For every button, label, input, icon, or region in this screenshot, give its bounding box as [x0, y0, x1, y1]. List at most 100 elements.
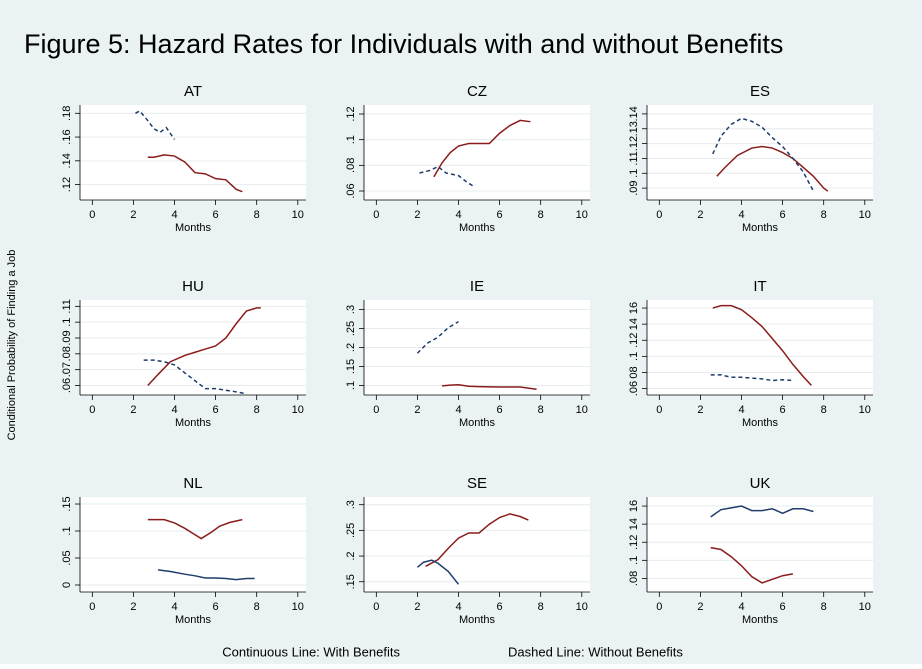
- y-tick-label: .1: [628, 556, 640, 565]
- y-tick-label: .13: [628, 121, 640, 136]
- x-tick-label: 6: [213, 209, 219, 221]
- y-tick-label: .18: [61, 106, 73, 121]
- y-tick-label: .11: [61, 299, 73, 313]
- x-tick-label: 8: [821, 601, 827, 613]
- x-tick-label: 2: [697, 601, 703, 613]
- y-tick-label: .08: [628, 571, 640, 586]
- x-axis-label: Months: [742, 417, 779, 429]
- y-tick-label: .15: [61, 496, 73, 511]
- y-tick-label: 14: [628, 518, 640, 530]
- x-tick-label: 10: [292, 601, 304, 613]
- x-tick-label: 8: [821, 404, 827, 416]
- y-tick-label: .2: [345, 551, 357, 560]
- y-tick-label: .15: [345, 359, 357, 374]
- x-tick-label: 0: [373, 209, 379, 221]
- series-line: [710, 546, 794, 584]
- x-axis-label: Months: [742, 222, 779, 234]
- series-line: [147, 154, 243, 193]
- y-tick-label: .15: [345, 574, 357, 589]
- x-tick-label: 4: [455, 601, 461, 613]
- y-tick-label: 16: [628, 302, 640, 314]
- x-tick-label: 8: [254, 209, 260, 221]
- series-line: [143, 359, 245, 395]
- series-line: [712, 304, 812, 386]
- series-line: [716, 145, 829, 192]
- plot-area: [80, 300, 306, 395]
- x-tick-label: 0: [373, 404, 379, 416]
- figure-title: Figure 5: Hazard Rates for Individuals w…: [24, 29, 783, 59]
- x-tick-label: 10: [576, 209, 588, 221]
- x-tick-label: 2: [414, 404, 420, 416]
- x-axis-label: Months: [175, 417, 212, 429]
- plot-area: [364, 497, 590, 592]
- x-axis-label: Months: [175, 222, 212, 234]
- plot-area: [364, 105, 590, 200]
- y-tick-label: .3: [345, 500, 357, 509]
- x-tick-label: 2: [130, 404, 136, 416]
- x-tick-label: 10: [292, 404, 304, 416]
- x-tick-label: 4: [171, 209, 177, 221]
- series-line: [712, 117, 815, 192]
- series-line: [147, 307, 261, 387]
- x-tick-label: 6: [213, 404, 219, 416]
- y-tick-label: .07: [61, 362, 73, 377]
- plot-area: [80, 105, 306, 200]
- y-tick-label: .16: [61, 129, 73, 144]
- panel-title: IT: [753, 278, 766, 295]
- x-tick-label: 8: [254, 601, 260, 613]
- y-tick-label: .14: [61, 153, 73, 168]
- y-tick-label: .1: [628, 352, 640, 361]
- x-tick-label: 2: [130, 209, 136, 221]
- series-line: [425, 513, 529, 567]
- plot-area: [647, 300, 873, 395]
- x-tick-label: 8: [254, 404, 260, 416]
- x-axis-label: Months: [459, 417, 496, 429]
- x-tick-label: 8: [538, 601, 544, 613]
- y-tick-label: .12: [628, 136, 640, 151]
- x-tick-label: 4: [738, 209, 744, 221]
- series-line: [147, 518, 243, 540]
- plot-area: [80, 497, 306, 592]
- panel-title: CZ: [467, 83, 487, 100]
- panel-title: NL: [183, 475, 202, 492]
- panel-title: HU: [182, 278, 204, 295]
- x-tick-label: 6: [780, 209, 786, 221]
- x-tick-label: 10: [576, 601, 588, 613]
- x-tick-label: 0: [656, 601, 662, 613]
- series-line: [135, 109, 176, 140]
- plot-area: [647, 497, 873, 592]
- y-tick-label: .12: [628, 535, 640, 550]
- y-tick-label: .14: [628, 106, 640, 121]
- series-line: [419, 165, 476, 188]
- y-tick-label: .06: [345, 183, 357, 198]
- y-tick-label: .06: [628, 381, 640, 396]
- x-axis-label: Months: [459, 614, 496, 626]
- x-tick-label: 6: [497, 209, 503, 221]
- y-tick-label: .12: [628, 333, 640, 348]
- x-tick-label: 0: [89, 404, 95, 416]
- y-tick-label: .11: [628, 151, 640, 165]
- caption-dashed: Dashed Line: Without Benefits: [508, 644, 683, 659]
- y-tick-label: .09: [628, 180, 640, 195]
- x-tick-label: 2: [414, 209, 420, 221]
- x-tick-label: 8: [538, 404, 544, 416]
- y-tick-label: .1: [61, 526, 73, 535]
- y-tick-label: .3: [345, 305, 357, 314]
- x-tick-label: 10: [859, 209, 871, 221]
- y-tick-label: .12: [345, 106, 357, 121]
- x-tick-label: 6: [497, 601, 503, 613]
- y-tick-label: 0: [61, 582, 73, 588]
- x-tick-label: 2: [697, 404, 703, 416]
- y-tick-label: .2: [345, 343, 357, 352]
- y-tick-label: 14: [628, 318, 640, 330]
- x-tick-label: 4: [738, 601, 744, 613]
- y-tick-label: 08: [628, 366, 640, 378]
- x-axis-label: Months: [742, 614, 779, 626]
- y-tick-label: .12: [61, 177, 73, 192]
- plot-area: [647, 105, 873, 200]
- x-tick-label: 0: [373, 601, 379, 613]
- y-tick-label: .08: [61, 346, 73, 361]
- panel-title: SE: [467, 475, 487, 492]
- panel-title: IE: [470, 278, 484, 295]
